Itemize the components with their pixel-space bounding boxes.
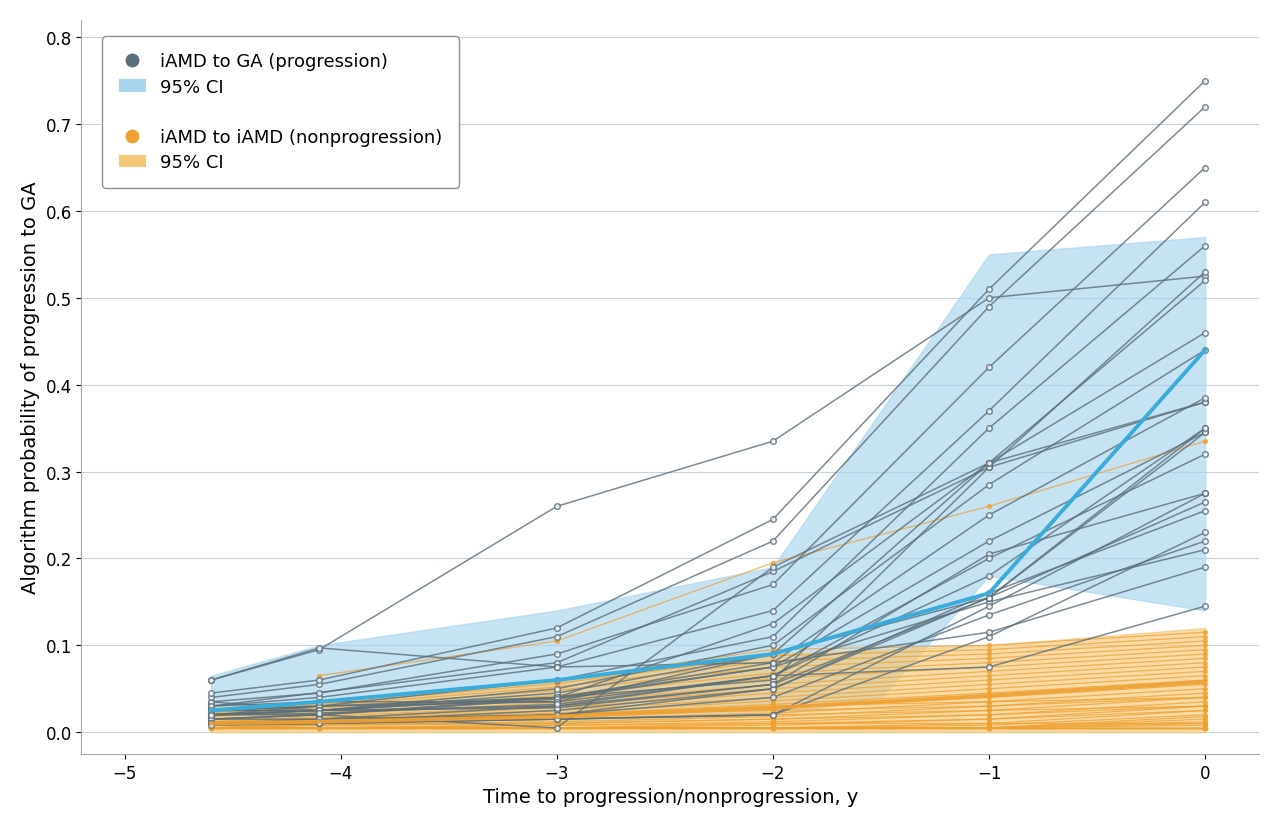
X-axis label: Time to progression/nonprogression, y: Time to progression/nonprogression, y [483,787,858,806]
Y-axis label: Algorithm probability of progression to GA: Algorithm probability of progression to … [20,181,40,594]
Legend: iAMD to GA (progression), 95% CI, , iAMD to iAMD (nonprogression), 95% CI: iAMD to GA (progression), 95% CI, , iAMD… [102,37,458,189]
